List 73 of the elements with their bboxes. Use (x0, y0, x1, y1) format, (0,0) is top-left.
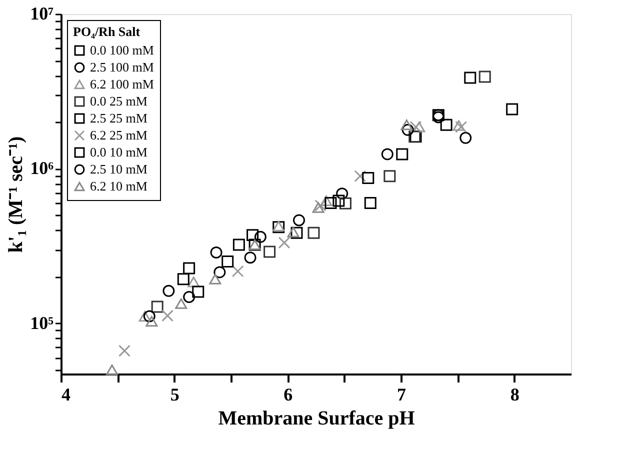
point (143, 310, 156, 322)
legend-label: 2.5 10 mM (90, 162, 148, 176)
point (506, 103, 518, 116)
point (400, 120, 413, 130)
y-tick-label: 10⁷ (30, 4, 54, 24)
x-tick-label: 5 (170, 384, 180, 404)
point (183, 262, 196, 274)
y-axis-title: k'₁ (M⁻¹ sec⁻¹) (5, 136, 28, 253)
point (232, 265, 244, 278)
point (188, 276, 200, 288)
point (287, 226, 300, 238)
point (175, 298, 188, 309)
point (336, 188, 348, 200)
point (232, 238, 245, 251)
point (478, 70, 491, 83)
point (381, 148, 394, 160)
legend-label: 0.0 25 mM (90, 94, 148, 108)
point (162, 310, 174, 322)
x-axis-title: Membrane Surface pH (218, 408, 416, 430)
point (222, 255, 234, 268)
point (464, 72, 476, 84)
point (183, 290, 196, 303)
y-tick-label: 10⁶ (30, 158, 54, 178)
point (354, 170, 366, 182)
point (324, 196, 337, 209)
point (118, 344, 130, 357)
point (312, 202, 324, 213)
legend-label: 2.5 100 mM (90, 60, 154, 74)
point (293, 214, 305, 226)
point (177, 273, 190, 286)
point (162, 284, 175, 297)
point (460, 132, 472, 144)
point (396, 148, 408, 160)
point (308, 226, 320, 239)
point (214, 266, 226, 278)
x-tick-label: 7 (397, 384, 406, 404)
point (314, 199, 327, 212)
point (290, 226, 303, 239)
point (402, 124, 414, 136)
legend-title: PO₄/Rh Salt (73, 24, 141, 39)
x-tick-label: 6 (284, 384, 293, 404)
point (151, 300, 164, 313)
point (332, 194, 345, 207)
point (384, 170, 396, 182)
point (452, 120, 465, 131)
x-tick-label: 4 (62, 384, 70, 404)
point (278, 236, 290, 249)
point (210, 246, 222, 258)
point (364, 196, 376, 209)
legend-label: 0.0 10 mM (90, 144, 148, 160)
x-tick-label: 8 (510, 384, 520, 404)
point (264, 246, 276, 258)
point (209, 274, 222, 284)
point (440, 118, 452, 131)
point (410, 120, 422, 133)
point (339, 197, 352, 210)
legend-label: 6.2 10 mM (90, 178, 148, 194)
point (362, 172, 374, 184)
y-tick-label: 10⁵ (30, 312, 54, 333)
legend-label: 6.2 100 mM (90, 76, 154, 92)
point (246, 229, 259, 242)
point (413, 122, 426, 132)
point (138, 310, 151, 322)
legend-label: 0.0 100 mM (90, 42, 154, 58)
point (244, 252, 256, 264)
point (455, 120, 468, 133)
point (192, 286, 204, 298)
legend-label: 2.5 25 mM (90, 110, 148, 126)
legend-label: 6.2 25 mM (90, 128, 148, 142)
point (106, 364, 118, 376)
point (254, 230, 266, 243)
point (320, 195, 332, 206)
point (146, 316, 158, 327)
